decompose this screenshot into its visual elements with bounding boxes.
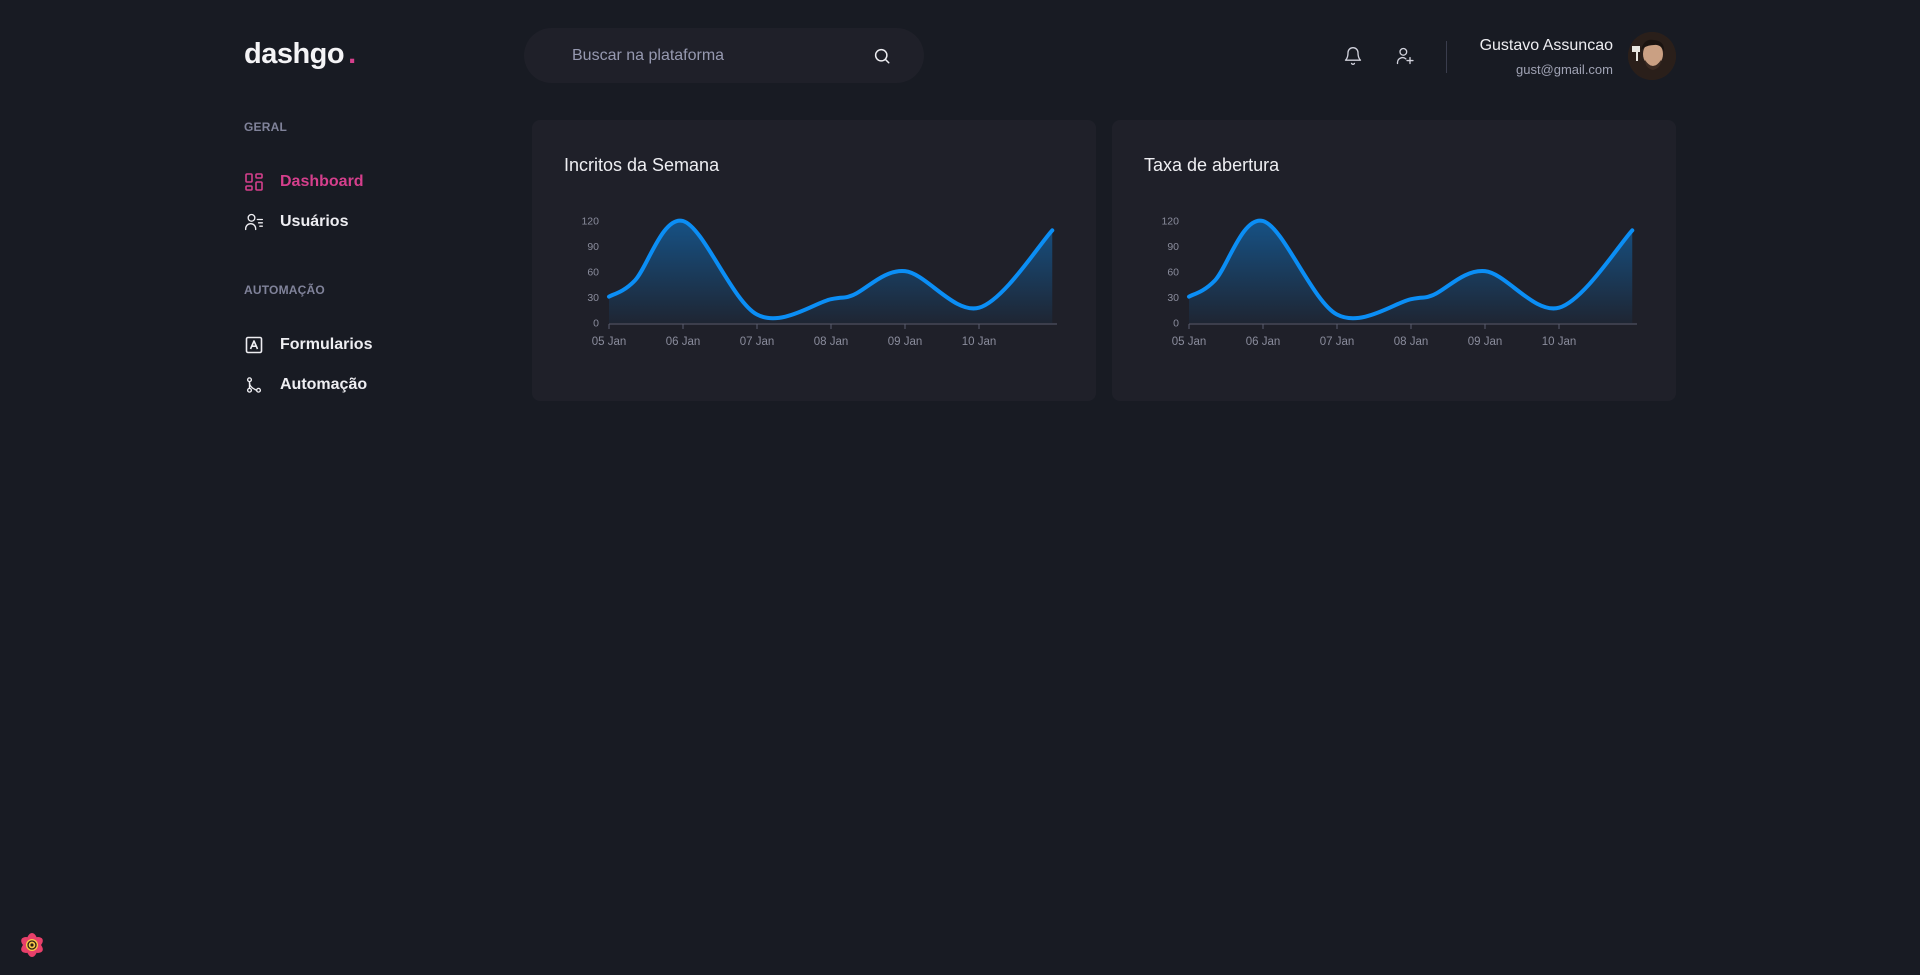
sidebar-item-label: Usuários <box>280 213 349 230</box>
search-bar <box>524 28 924 83</box>
y-tick-label: 90 <box>587 241 599 253</box>
dashboard-icon <box>244 172 264 192</box>
profile-name: Gustavo Assuncao <box>1479 37 1613 54</box>
x-tick-label: 08 Jan <box>814 336 849 348</box>
y-tick-label: 120 <box>581 216 599 228</box>
y-tick-label: 30 <box>1167 292 1179 304</box>
x-tick-label: 10 Jan <box>1542 336 1577 348</box>
sidebar-item-label: Dashboard <box>280 173 364 190</box>
y-tick-label: 30 <box>587 292 599 304</box>
user-add-icon[interactable] <box>1394 45 1416 67</box>
sidebar-item-formularios[interactable]: Formularios <box>244 331 372 359</box>
x-tick-label: 06 Jan <box>1246 336 1281 348</box>
x-tick-label: 08 Jan <box>1394 336 1429 348</box>
sidebar-item-label: Automação <box>280 376 368 393</box>
series-area <box>1189 220 1633 323</box>
chart-title: Incritos da Semana <box>564 155 720 175</box>
x-tick-label: 07 Jan <box>740 336 775 348</box>
sidebar-item-dashboard[interactable]: Dashboard <box>244 168 364 196</box>
devtools-flower-icon[interactable] <box>12 925 52 965</box>
chart-card-taxa: Taxa de abertura 0 30 60 90 120 05 Jan 06 Jan 0… <box>1112 120 1676 401</box>
sidebar-item-automacao[interactable]: Automação <box>244 371 367 399</box>
y-tick-label: 120 <box>1161 216 1179 228</box>
y-tick-label: 0 <box>1173 318 1179 330</box>
git-merge-icon <box>244 375 264 395</box>
x-tick-label: 09 Jan <box>1468 336 1503 348</box>
brand-logo[interactable]: dashgo. <box>244 38 356 71</box>
x-tick-label: 05 Jan <box>1172 336 1207 348</box>
section-title-geral: GERAL <box>244 120 287 134</box>
area-chart: 0 30 60 90 120 05 Jan 06 Jan 07 Jan 08 Jan 09 Jan… <box>1161 216 1637 348</box>
search-icon[interactable] <box>872 46 892 66</box>
chart-card-incritos: Incritos da Semana 0 30 60 90 120 05 Jan 06 Ja… <box>532 120 1096 401</box>
series-area <box>609 220 1053 323</box>
search-input[interactable] <box>572 46 872 65</box>
area-chart: 0 30 60 90 120 05 Jan 06 Jan 07 Jan 08 Jan 09 Jan… <box>581 216 1057 348</box>
form-icon <box>244 335 264 355</box>
section-title-automacao: AUTOMAÇÃO <box>244 283 325 297</box>
bell-icon[interactable] <box>1342 45 1364 67</box>
sidebar-item-label: Formularios <box>280 336 373 353</box>
brand-name: dashgo <box>244 38 345 70</box>
x-tick-label: 09 Jan <box>888 336 923 348</box>
profile-email: gust@gmail.com <box>1515 62 1613 77</box>
y-tick-label: 90 <box>1167 241 1179 253</box>
series-line <box>1187 218 1635 321</box>
brand-dot: . <box>348 38 356 70</box>
header: dashgo. Gustavo Assuncao gust@gmail.com <box>244 26 1676 86</box>
x-tick-label: 07 Jan <box>1320 336 1355 348</box>
sidebar-item-usuarios[interactable]: Usuários <box>244 208 348 236</box>
y-tick-label: 60 <box>1167 267 1179 279</box>
avatar[interactable] <box>1628 32 1676 80</box>
header-divider <box>1446 41 1447 73</box>
chart-title: Taxa de abertura <box>1144 155 1280 175</box>
y-tick-label: 60 <box>587 267 599 279</box>
x-tick-label: 05 Jan <box>592 336 627 348</box>
x-tick-label: 10 Jan <box>962 336 997 348</box>
series-line <box>607 218 1055 321</box>
users-icon <box>244 212 264 232</box>
y-tick-label: 0 <box>593 318 599 330</box>
x-tick-label: 06 Jan <box>666 336 701 348</box>
